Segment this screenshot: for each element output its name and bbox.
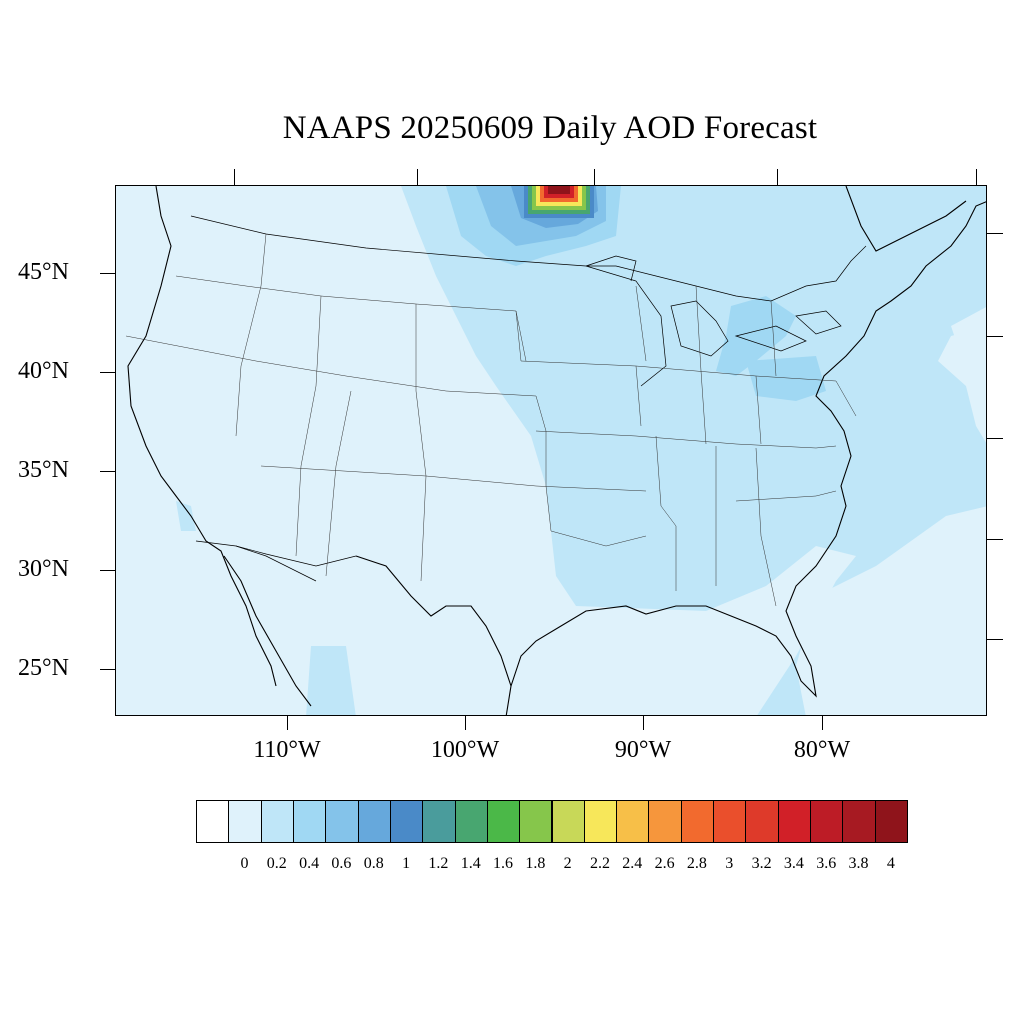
colorbar-swatch	[519, 800, 553, 843]
bottom-tick	[465, 716, 466, 730]
colorbar-tick-label: 0.2	[266, 855, 287, 872]
aod-band-4	[548, 186, 570, 194]
lat-label: 30°N	[18, 556, 69, 582]
colorbar	[196, 800, 908, 843]
lon-label: 100°W	[430, 737, 500, 763]
lat-label: 25°N	[18, 655, 69, 681]
colorbar-swatch	[486, 800, 521, 843]
colorbar-tick-label: 0.4	[299, 855, 320, 872]
colorbar-swatch	[777, 800, 812, 843]
colorbar-tick-label: 2.4	[622, 855, 643, 872]
colorbar-swatch	[325, 800, 359, 843]
colorbar-tick-label: 4	[886, 855, 895, 872]
top-tick	[417, 169, 418, 185]
bottom-tick	[643, 716, 644, 730]
colorbar-tick-label: 1.4	[460, 855, 481, 872]
colorbar-swatch	[810, 800, 844, 843]
top-tick	[594, 169, 595, 185]
aod-band-0.2	[796, 506, 986, 715]
top-tick	[777, 169, 778, 185]
colorbar-tick-label: 3.2	[751, 855, 772, 872]
colorbar-swatch	[292, 800, 327, 843]
colorbar-swatch	[196, 800, 230, 843]
left-tick	[100, 570, 115, 571]
lon-label: 90°W	[614, 737, 672, 763]
colorbar-tick-label: 1	[402, 855, 411, 872]
colorbar-tick-label: 0.8	[363, 855, 384, 872]
borders	[190, 215, 867, 582]
coastlines	[127, 186, 986, 715]
top-tick	[234, 169, 235, 185]
aod-band-0.4	[176, 501, 196, 531]
left-tick	[100, 372, 115, 373]
colorbar-swatch	[454, 800, 488, 843]
lat-label: 45°N	[18, 259, 69, 285]
colorbar-tick-label: 1.8	[525, 855, 546, 872]
aod-band-0.6	[746, 356, 826, 401]
top-tick	[976, 169, 977, 185]
colorbar-swatch	[842, 800, 876, 843]
colorbar-swatch	[422, 800, 456, 843]
colorbar-tick-label: 1.6	[493, 855, 514, 872]
colorbar-swatch	[745, 800, 779, 843]
colorbar-tick-label: 1.2	[428, 855, 449, 872]
colorbar-swatch	[551, 800, 585, 843]
right-tick	[987, 336, 1003, 337]
colorbar-tick-label: 0.6	[331, 855, 352, 872]
colorbar-swatch	[260, 800, 294, 843]
state-lines	[125, 233, 857, 607]
bottom-tick	[822, 716, 823, 730]
aod-map-svg	[125, 186, 986, 715]
colorbar-swatch	[228, 800, 262, 843]
left-tick	[100, 471, 115, 472]
aod-band-0.4	[306, 646, 356, 715]
right-tick	[987, 438, 1003, 439]
right-tick	[987, 233, 1003, 234]
colorbar-tick-label: 3	[725, 855, 734, 872]
colorbar-tick-label: 3.6	[816, 855, 837, 872]
colorbar-swatch	[389, 800, 424, 843]
right-tick	[987, 639, 1003, 640]
colorbar-swatch	[648, 800, 682, 843]
colorbar-tick-label: 2	[563, 855, 572, 872]
colorbar-swatch	[357, 800, 391, 843]
left-tick	[100, 273, 115, 274]
lat-label: 40°N	[18, 358, 69, 384]
colorbar-swatch	[616, 800, 650, 843]
bottom-tick	[287, 716, 288, 730]
left-tick	[100, 669, 115, 670]
colorbar-tick-label: 2.8	[686, 855, 707, 872]
right-tick	[987, 539, 1003, 540]
colorbar-tick-label: 2.6	[654, 855, 675, 872]
colorbar-tick-label: 3.8	[848, 855, 869, 872]
colorbar-swatch	[713, 800, 747, 843]
colorbar-swatch	[680, 800, 715, 843]
aod-band-0.4	[401, 186, 986, 715]
colorbar-swatch	[583, 800, 618, 843]
lon-label: 110°W	[253, 737, 321, 763]
aod-band-0.6	[716, 296, 796, 376]
colorbar-tick-label: 0	[240, 855, 249, 872]
colorbar-tick-label: 2.2	[589, 855, 610, 872]
lon-label: 80°W	[793, 737, 851, 763]
colorbar-swatch	[874, 800, 908, 843]
aod-band-0.2	[951, 307, 986, 356]
lat-label: 35°N	[18, 457, 69, 483]
map-title: NAAPS 20250609 Daily AOD Forecast	[282, 110, 818, 146]
colorbar-tick-label: 3.4	[783, 855, 804, 872]
aod-map	[115, 185, 987, 716]
